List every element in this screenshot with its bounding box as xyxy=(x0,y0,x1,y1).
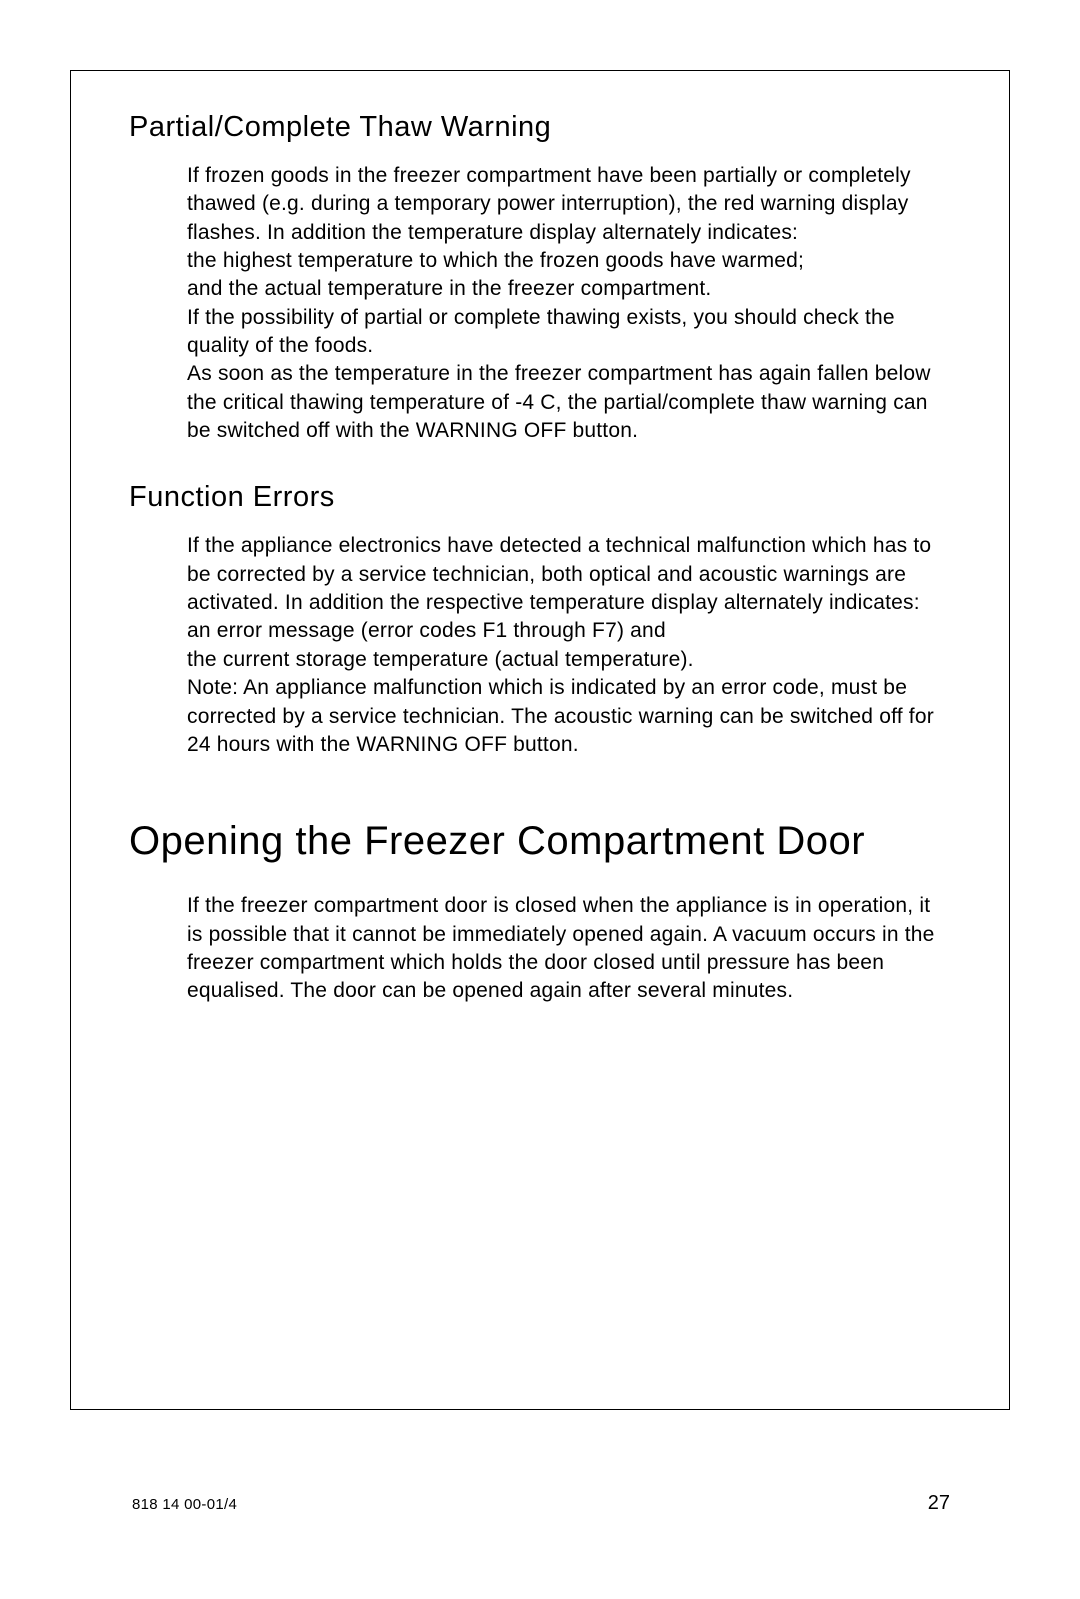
errors-item2: the current storage temperature (actual … xyxy=(187,646,951,674)
heading-function-errors: Function Errors xyxy=(129,481,951,514)
errors-note: Note: An appliance malfunction which is … xyxy=(187,674,951,759)
section-thaw-body: If frozen goods in the freezer compartme… xyxy=(187,162,951,445)
door-para1: If the freezer compartment door is close… xyxy=(187,892,951,1005)
thaw-para2: If the possibility of partial or complet… xyxy=(187,304,951,361)
thaw-item1: the highest temperature to which the fro… xyxy=(187,247,951,275)
errors-para1: If the appliance electronics have detect… xyxy=(187,532,951,617)
footer-page-number: 27 xyxy=(928,1492,950,1515)
section-errors-body: If the appliance electronics have detect… xyxy=(187,532,951,759)
thaw-para1: If frozen goods in the freezer compartme… xyxy=(187,162,951,247)
page-frame: Partial/Complete Thaw Warning If frozen … xyxy=(70,70,1010,1410)
errors-item1: an error message (error codes F1 through… xyxy=(187,617,951,645)
heading-thaw-warning: Partial/Complete Thaw Warning xyxy=(129,111,951,144)
note-label: Note: xyxy=(187,676,238,699)
heading-opening-door: Opening the Freezer Compartment Door xyxy=(129,819,951,864)
footer-doc-number: 818 14 00-01/4 xyxy=(132,1496,237,1513)
thaw-para3: As soon as the temperature in the freeze… xyxy=(187,360,951,445)
section-door-body: If the freezer compartment door is close… xyxy=(187,892,951,1005)
thaw-item2: and the actual temperature in the freeze… xyxy=(187,275,951,303)
note-text: An appliance malfunction which is indica… xyxy=(187,676,934,756)
